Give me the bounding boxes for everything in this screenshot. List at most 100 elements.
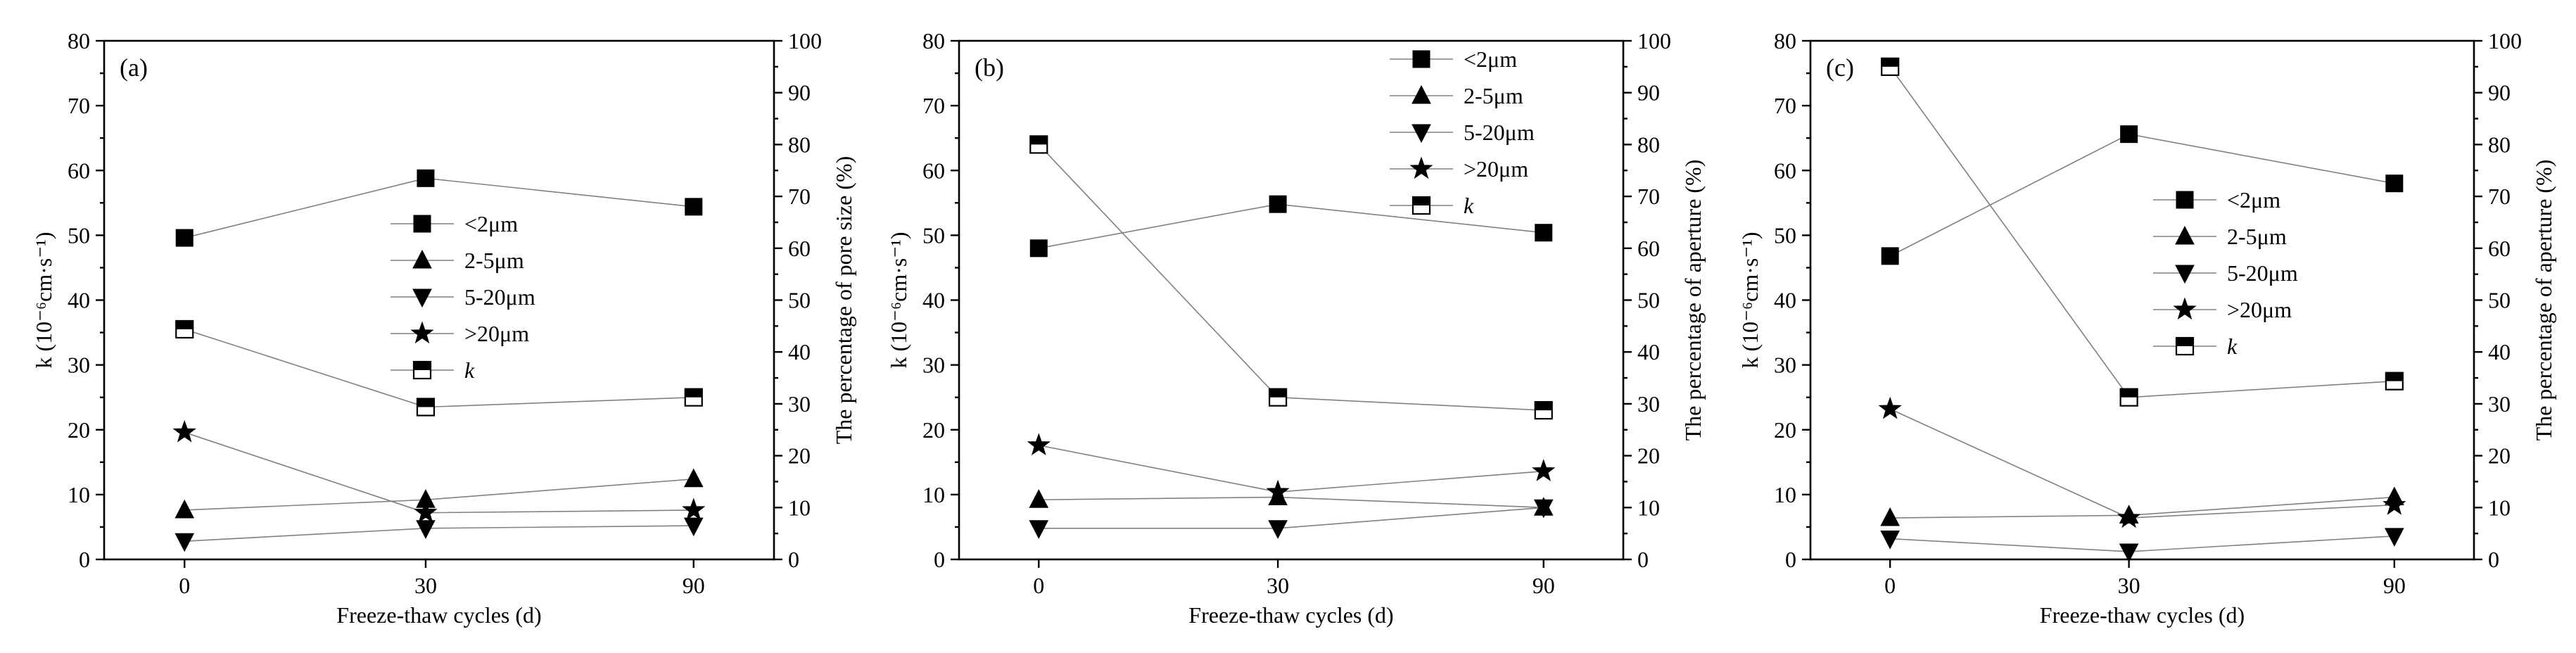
data-point bbox=[685, 198, 703, 216]
data-point bbox=[1269, 195, 1287, 213]
series-line bbox=[1890, 496, 2394, 519]
left-tick-label: 60 bbox=[1774, 158, 1796, 183]
x-tick-label: 0 bbox=[1884, 573, 1896, 598]
x-tick-label: 30 bbox=[414, 573, 437, 598]
series-line bbox=[1889, 133, 2394, 257]
right-tick-label: 40 bbox=[1637, 339, 1660, 364]
legend-label: >20μm bbox=[2227, 297, 2292, 322]
series-4 bbox=[1881, 57, 2404, 407]
series-1 bbox=[1029, 486, 1554, 516]
left-tick-label: 40 bbox=[1774, 288, 1796, 313]
x-tick-label: 0 bbox=[179, 573, 190, 598]
data-point bbox=[1029, 135, 1048, 154]
data-point bbox=[414, 500, 438, 523]
right-tick-label: 10 bbox=[1637, 495, 1660, 520]
right-tick-label: 30 bbox=[1637, 391, 1660, 417]
series-1 bbox=[175, 468, 704, 519]
legend-label: >20μm bbox=[464, 321, 529, 346]
right-tick-label: 90 bbox=[1637, 80, 1660, 106]
series-line bbox=[1039, 507, 1544, 529]
panel-label: (a) bbox=[120, 53, 148, 82]
legend-marker bbox=[1412, 50, 1430, 68]
left-tick-label: 50 bbox=[922, 222, 945, 248]
legend-label: 2-5μm bbox=[2227, 224, 2287, 249]
legend: <2μm 2-5μm 5-20μm >20μm k bbox=[1390, 46, 1535, 218]
data-point bbox=[1533, 499, 1554, 519]
left-tick-label: 50 bbox=[1774, 222, 1796, 248]
legend-label: <2μm bbox=[464, 211, 518, 236]
series-2 bbox=[1029, 499, 1554, 539]
plot-frame bbox=[958, 39, 1625, 561]
right-tick-label: 90 bbox=[2488, 80, 2511, 106]
series-line bbox=[1889, 66, 2394, 398]
left-tick-label: 20 bbox=[922, 417, 945, 443]
x-tick-label: 90 bbox=[2383, 573, 2406, 598]
data-point bbox=[175, 533, 195, 552]
left-tick-label: 80 bbox=[922, 28, 945, 53]
right-tick-label: 70 bbox=[1637, 184, 1660, 209]
data-point bbox=[417, 169, 435, 187]
right-axis-title: The percentage of pore size (%) bbox=[831, 156, 856, 445]
data-point bbox=[683, 468, 704, 488]
right-tick-label: 20 bbox=[1637, 443, 1660, 469]
x-tick-label: 0 bbox=[1033, 573, 1044, 598]
right-tick-label: 80 bbox=[788, 132, 811, 157]
right-tick-label: 10 bbox=[2488, 495, 2511, 520]
legend-marker bbox=[2176, 191, 2194, 209]
plot-frame bbox=[1809, 39, 2475, 561]
series-3 bbox=[1878, 396, 2406, 528]
series-line bbox=[184, 177, 694, 239]
legend-marker bbox=[1409, 156, 1433, 179]
data-point bbox=[2383, 493, 2406, 515]
right-tick-label: 60 bbox=[1637, 236, 1660, 261]
legend-label: <2μm bbox=[1464, 46, 1517, 72]
data-point bbox=[1532, 459, 1556, 481]
x-axis-title: Freeze-thaw cycles (d) bbox=[1188, 602, 1393, 628]
data-point bbox=[175, 319, 194, 339]
left-axis-title: k (10⁻⁶cm·s⁻¹) bbox=[31, 232, 56, 368]
legend-marker bbox=[2173, 297, 2197, 320]
series-3 bbox=[1027, 433, 1556, 502]
right-tick-label: 0 bbox=[2488, 547, 2499, 572]
legend: <2μm 2-5μm 5-20μm >20μm k bbox=[391, 211, 535, 383]
left-tick-label: 10 bbox=[68, 482, 90, 507]
data-point bbox=[2117, 505, 2141, 528]
chart-panel-2: 0 10 20 30 40 50 60 70 80 0 10 20 30 40 50 60 70 80 90 100 0… bbox=[1737, 28, 2556, 628]
x-tick-label: 90 bbox=[1533, 573, 1555, 598]
legend: <2μm 2-5μm 5-20μm >20μm k bbox=[2153, 187, 2298, 359]
legend-label: 5-20μm bbox=[1464, 120, 1535, 145]
series-line bbox=[184, 525, 694, 543]
legend-marker bbox=[1411, 84, 1431, 104]
right-tick-label: 100 bbox=[788, 28, 822, 53]
right-tick-label: 100 bbox=[1637, 28, 1671, 53]
series-2 bbox=[175, 517, 704, 552]
right-tick-label: 80 bbox=[1637, 132, 1660, 157]
data-point bbox=[2119, 543, 2139, 563]
data-point bbox=[2385, 175, 2404, 193]
right-tick-label: 20 bbox=[2488, 443, 2511, 469]
left-tick-label: 40 bbox=[68, 288, 90, 313]
left-tick-label: 60 bbox=[68, 158, 90, 183]
left-tick-label: 30 bbox=[1774, 353, 1796, 378]
data-point bbox=[1029, 489, 1049, 508]
left-tick-label: 0 bbox=[934, 547, 945, 572]
left-tick-label: 70 bbox=[922, 93, 945, 118]
data-point bbox=[175, 229, 193, 247]
right-tick-label: 20 bbox=[788, 443, 811, 469]
x-tick-label: 30 bbox=[1267, 573, 1289, 598]
legend-label: 5-20μm bbox=[464, 284, 535, 310]
right-tick-label: 40 bbox=[2488, 339, 2511, 364]
right-tick-label: 60 bbox=[788, 236, 811, 261]
left-tick-label: 30 bbox=[922, 353, 945, 378]
series-4 bbox=[175, 319, 703, 417]
left-tick-label: 60 bbox=[922, 158, 945, 183]
right-tick-label: 30 bbox=[788, 391, 811, 417]
data-point bbox=[2119, 388, 2138, 407]
legend-label: 2-5μm bbox=[1464, 83, 1523, 108]
legend-label: >20μm bbox=[1464, 156, 1528, 182]
right-tick-label: 0 bbox=[788, 547, 799, 572]
data-point bbox=[1029, 239, 1048, 258]
left-tick-label: 70 bbox=[1774, 93, 1796, 118]
series-line bbox=[1890, 535, 2394, 552]
